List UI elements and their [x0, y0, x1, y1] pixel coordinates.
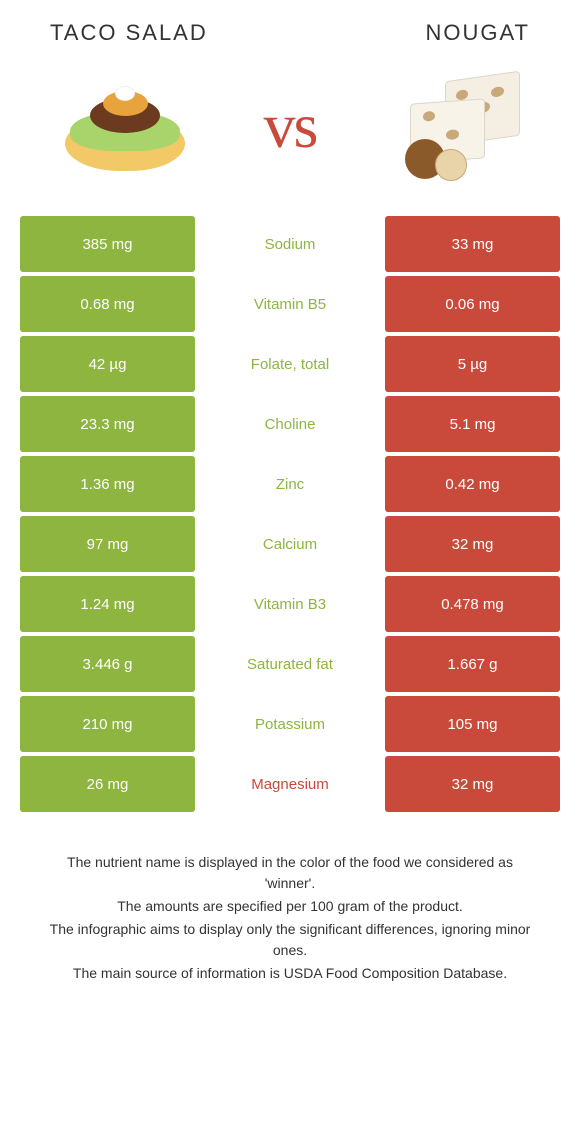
right-value: 5.1 mg — [385, 396, 560, 452]
left-food-title: Taco salad — [50, 20, 208, 46]
header: Taco salad Nougat — [20, 20, 560, 56]
nutrient-label: Saturated fat — [195, 636, 385, 692]
table-row: 3.446 gSaturated fat1.667 g — [20, 636, 560, 692]
right-value: 0.478 mg — [385, 576, 560, 632]
table-row: 1.36 mgZinc0.42 mg — [20, 456, 560, 512]
footer-line-2: The amounts are specified per 100 gram o… — [40, 896, 540, 917]
right-food-title: Nougat — [426, 20, 530, 46]
vs-label: vs — [264, 89, 317, 163]
left-value: 42 µg — [20, 336, 195, 392]
table-row: 26 mgMagnesium32 mg — [20, 756, 560, 812]
left-value: 3.446 g — [20, 636, 195, 692]
nutrient-label: Vitamin B3 — [195, 576, 385, 632]
right-value: 32 mg — [385, 516, 560, 572]
table-row: 385 mgSodium33 mg — [20, 216, 560, 272]
left-value: 1.36 mg — [20, 456, 195, 512]
right-value: 33 mg — [385, 216, 560, 272]
nutrient-label: Potassium — [195, 696, 385, 752]
nutrient-table: 385 mgSodium33 mg0.68 mgVitamin B50.06 m… — [20, 216, 560, 812]
nutrient-label: Magnesium — [195, 756, 385, 812]
left-value: 385 mg — [20, 216, 195, 272]
right-value: 0.06 mg — [385, 276, 560, 332]
nutrient-label: Zinc — [195, 456, 385, 512]
nutrient-label: Calcium — [195, 516, 385, 572]
nutrient-label: Folate, total — [195, 336, 385, 392]
left-value: 210 mg — [20, 696, 195, 752]
right-value: 105 mg — [385, 696, 560, 752]
right-value: 5 µg — [385, 336, 560, 392]
nutrient-label: Sodium — [195, 216, 385, 272]
table-row: 42 µgFolate, total5 µg — [20, 336, 560, 392]
footer-notes: The nutrient name is displayed in the co… — [20, 852, 560, 984]
nutrient-label: Choline — [195, 396, 385, 452]
nutrient-label: Vitamin B5 — [195, 276, 385, 332]
left-value: 23.3 mg — [20, 396, 195, 452]
left-value: 0.68 mg — [20, 276, 195, 332]
table-row: 1.24 mgVitamin B30.478 mg — [20, 576, 560, 632]
left-value: 26 mg — [20, 756, 195, 812]
vs-row: vs — [20, 56, 560, 216]
table-row: 97 mgCalcium32 mg — [20, 516, 560, 572]
taco-salad-image — [50, 66, 200, 186]
footer-line-1: The nutrient name is displayed in the co… — [40, 852, 540, 894]
table-row: 23.3 mgCholine5.1 mg — [20, 396, 560, 452]
table-row: 0.68 mgVitamin B50.06 mg — [20, 276, 560, 332]
nougat-image — [380, 66, 530, 186]
left-value: 97 mg — [20, 516, 195, 572]
right-value: 0.42 mg — [385, 456, 560, 512]
footer-line-3: The infographic aims to display only the… — [40, 919, 540, 961]
right-value: 32 mg — [385, 756, 560, 812]
right-value: 1.667 g — [385, 636, 560, 692]
footer-line-4: The main source of information is USDA F… — [40, 963, 540, 984]
table-row: 210 mgPotassium105 mg — [20, 696, 560, 752]
left-value: 1.24 mg — [20, 576, 195, 632]
